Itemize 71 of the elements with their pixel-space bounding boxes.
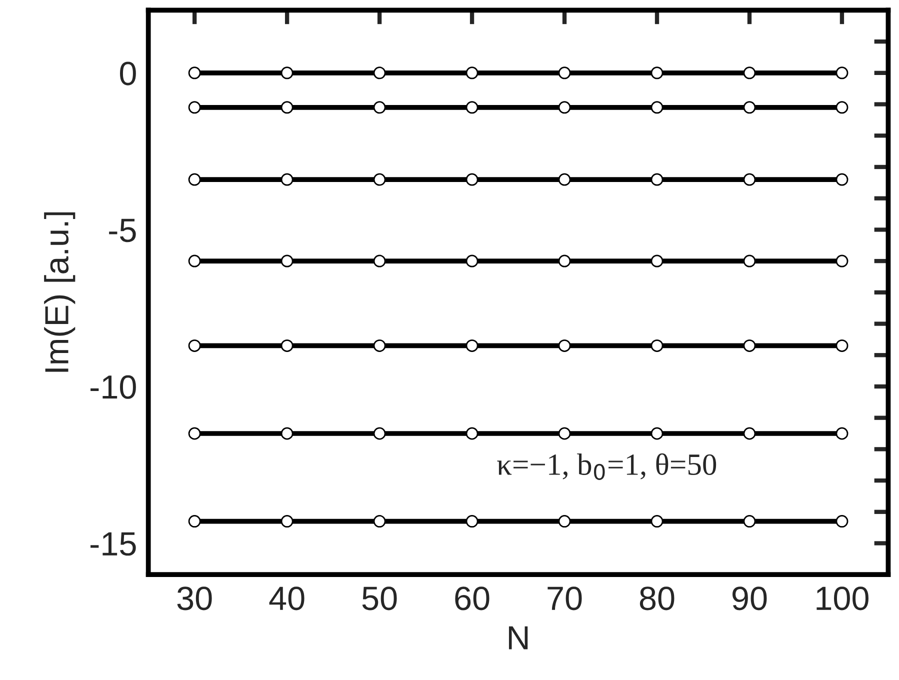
point xyxy=(558,427,571,440)
point xyxy=(373,427,386,440)
point xyxy=(558,254,571,268)
point xyxy=(836,427,848,440)
point xyxy=(836,254,848,268)
point xyxy=(743,66,756,80)
point xyxy=(188,427,201,440)
point xyxy=(743,339,756,352)
point xyxy=(650,254,664,268)
point xyxy=(558,173,571,186)
point xyxy=(280,515,294,528)
x-tick-label: 90 xyxy=(732,586,767,610)
point xyxy=(558,66,571,80)
point xyxy=(373,339,386,352)
point xyxy=(466,339,478,352)
x-tick-label: 60 xyxy=(455,586,490,610)
y-tick-label: -5 xyxy=(109,218,136,242)
point xyxy=(836,173,848,186)
point xyxy=(188,339,201,352)
x-tick-label: 40 xyxy=(269,586,304,610)
y-tick-label: -15 xyxy=(90,532,136,556)
point xyxy=(280,66,294,80)
point xyxy=(280,254,294,268)
x-tick-label: 70 xyxy=(548,586,582,610)
x-tick-label: 80 xyxy=(640,586,674,610)
point xyxy=(743,427,756,440)
point xyxy=(650,173,664,186)
point xyxy=(188,515,201,528)
x-tick-label: 100 xyxy=(816,586,868,610)
point xyxy=(743,515,756,528)
point xyxy=(743,101,756,114)
point xyxy=(650,66,664,80)
x-axis-title: N xyxy=(508,626,528,650)
point xyxy=(743,173,756,186)
point xyxy=(280,173,294,186)
point xyxy=(836,66,848,80)
point xyxy=(650,515,664,528)
point xyxy=(188,66,201,80)
point xyxy=(558,101,571,114)
point xyxy=(836,339,848,352)
point xyxy=(373,173,386,186)
point xyxy=(280,339,294,352)
point xyxy=(280,101,294,114)
point xyxy=(466,427,478,440)
point xyxy=(188,101,201,114)
point xyxy=(558,515,571,528)
point xyxy=(373,66,386,80)
point xyxy=(650,427,664,440)
x-tick-label: 30 xyxy=(177,586,212,610)
point xyxy=(558,339,571,352)
point xyxy=(466,66,478,80)
point xyxy=(466,254,478,268)
point xyxy=(466,101,478,114)
point xyxy=(280,427,294,440)
point xyxy=(373,254,386,268)
point xyxy=(650,101,664,114)
point xyxy=(373,101,386,114)
point xyxy=(650,339,664,352)
point xyxy=(836,101,848,114)
point xyxy=(188,254,201,268)
annotation: κ=−1, b$_{0}$=1, θ=50 xyxy=(497,453,716,480)
point xyxy=(188,173,201,186)
y-tick-label: -10 xyxy=(90,375,136,399)
point xyxy=(466,515,478,528)
point xyxy=(743,254,756,268)
point xyxy=(466,173,478,186)
x-tick-label: 50 xyxy=(362,586,397,610)
y-tick-label: 0 xyxy=(120,62,136,86)
point xyxy=(836,515,848,528)
y-axis-title: Im(E) [a.u.] xyxy=(44,212,76,372)
point xyxy=(373,515,386,528)
